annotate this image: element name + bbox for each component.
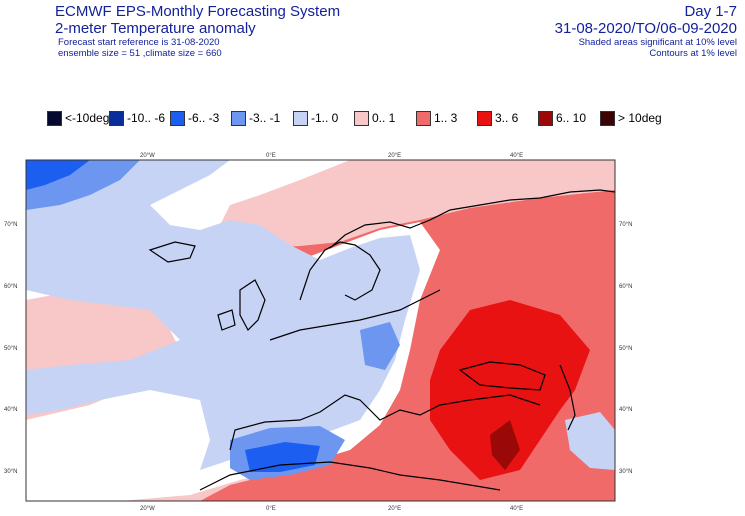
legend-swatch xyxy=(416,111,431,126)
legend-label: > 10deg xyxy=(618,111,662,125)
header-right: Day 1-7 31-08-2020/TO/06-09-2020 Shaded … xyxy=(555,3,737,59)
map-title: 2-meter Temperature anomaly xyxy=(55,20,256,37)
zone-strong-blue-nw xyxy=(26,160,90,190)
legend-label: 0.. 1 xyxy=(372,111,396,125)
coast-north-europe xyxy=(269,289,441,341)
lon-label: 20°W xyxy=(140,153,155,159)
legend-swatch xyxy=(538,111,553,126)
coast-britain xyxy=(239,279,266,331)
header-left: ECMWF EPS-Monthly Forecasting System 2-m… xyxy=(55,3,340,59)
contour-note: Contours at 1% level xyxy=(649,48,737,59)
legend-label: -1.. 0 xyxy=(311,111,339,125)
lat-label: 70°N xyxy=(4,222,17,228)
lat-label: 50°N xyxy=(619,346,632,352)
lon-labels-bottom: 20°W 0°E 20°E 40°E xyxy=(140,506,523,512)
legend-label: 3.. 6 xyxy=(495,111,519,125)
coast-north-africa xyxy=(199,461,501,491)
coast-scandinavia xyxy=(299,241,381,301)
lat-labels-right: 70°N 60°N 50°N 40°N 30°N xyxy=(619,222,632,475)
legend-label: <-10deg xyxy=(65,111,110,125)
legend-swatch xyxy=(354,111,369,126)
lon-label: 0°E xyxy=(266,506,276,512)
lat-labels-left: 70°N 60°N 50°N 40°N 30°N xyxy=(4,222,17,475)
zone-light-blue xyxy=(26,160,420,470)
legend-swatch xyxy=(477,111,492,126)
lon-label: 20°E xyxy=(388,153,401,159)
legend-label: -3.. -1 xyxy=(249,111,281,125)
legend-label: -6.. -3 xyxy=(188,111,220,125)
lat-label: 40°N xyxy=(4,407,17,413)
temperature-anomaly-map: 20°W 0°E 20°E 40°E 20°W 0°E 20°E 40°E 70… xyxy=(4,153,632,512)
coast-arctic xyxy=(329,189,615,249)
zone-strong-blue-iberia xyxy=(245,442,320,472)
lon-label: 40°E xyxy=(510,153,523,159)
legend-label: -10.. -6 xyxy=(127,111,166,125)
ensemble-info: ensemble size = 51 ,climate size = 660 xyxy=(58,48,222,59)
system-title: ECMWF EPS-Monthly Forecasting System xyxy=(55,3,341,20)
legend-swatch xyxy=(170,111,185,126)
lat-label: 60°N xyxy=(4,284,17,290)
lon-label: 20°W xyxy=(140,506,155,512)
lon-labels-top: 20°W 0°E 20°E 40°E xyxy=(140,153,523,159)
legend-label: 6.. 10 xyxy=(556,111,587,125)
lat-label: 60°N xyxy=(619,284,632,290)
coastlines xyxy=(148,189,615,491)
coast-black-sea xyxy=(458,361,546,391)
lon-label: 0°E xyxy=(266,153,276,159)
forecast-start: Forecast start reference is 31-08-2020 xyxy=(58,37,220,48)
legend-swatch xyxy=(293,111,308,126)
lon-label: 40°E xyxy=(510,506,523,512)
lon-label: 20°E xyxy=(388,506,401,512)
zone-blue-central xyxy=(360,322,400,370)
lat-label: 30°N xyxy=(4,469,17,475)
coast-iceland xyxy=(148,241,196,263)
coast-mediterranean xyxy=(229,394,541,451)
zone-dark-red-east xyxy=(490,420,520,470)
period-label: Day 1-7 xyxy=(684,3,737,20)
zone-red-east xyxy=(430,300,590,480)
lat-label: 70°N xyxy=(619,222,632,228)
zone-light-blue-se xyxy=(565,412,615,470)
anomaly-field xyxy=(26,160,615,501)
period-dates: 31-08-2020/TO/06-09-2020 xyxy=(554,20,737,37)
legend-swatch xyxy=(600,111,615,126)
legend-label: 1.. 3 xyxy=(434,111,458,125)
legend-swatch xyxy=(109,111,124,126)
lat-label: 30°N xyxy=(619,469,632,475)
lat-label: 50°N xyxy=(4,346,17,352)
legend-swatch xyxy=(231,111,246,126)
map-frame xyxy=(25,159,616,502)
coast-caspian xyxy=(559,364,576,431)
lat-label: 40°N xyxy=(619,407,632,413)
legend-swatch xyxy=(47,111,62,126)
coast-ireland xyxy=(217,309,236,331)
shading-note: Shaded areas significant at 10% level xyxy=(578,37,737,48)
